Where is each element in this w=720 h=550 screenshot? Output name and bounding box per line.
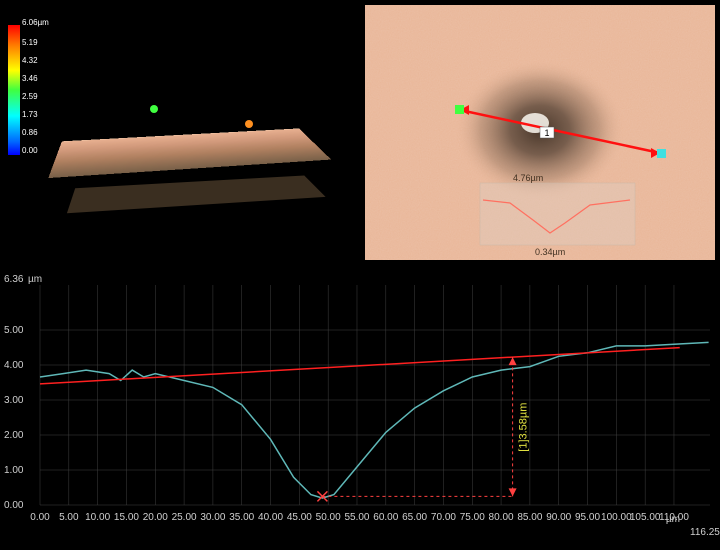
svg-text:0.00: 0.00 (30, 512, 50, 523)
panel-topdown-image[interactable]: 1 4.76µm 0.34µm (365, 5, 715, 260)
x-max-label: 116.25 (690, 527, 720, 538)
svg-text:55.00: 55.00 (344, 512, 369, 523)
reference-line[interactable] (40, 348, 680, 384)
svg-text:105.00: 105.00 (630, 512, 661, 523)
color-scale-bar (8, 25, 20, 155)
surface-base (67, 175, 326, 213)
y-tick: 4.00 (4, 360, 24, 371)
scale-tick: 0.86 (22, 128, 38, 137)
y-tick: 2.00 (4, 430, 24, 441)
scale-max-label: 6.06µm (22, 18, 49, 27)
center-label: 1 (544, 128, 549, 138)
svg-text:15.00: 15.00 (114, 512, 139, 523)
svg-text:65.00: 65.00 (402, 512, 427, 523)
svg-text:20.00: 20.00 (143, 512, 168, 523)
svg-text:10.00: 10.00 (85, 512, 110, 523)
svg-text:100.00: 100.00 (601, 512, 632, 523)
svg-text:35.00: 35.00 (229, 512, 254, 523)
surface-3d-render (60, 110, 320, 220)
x-axis-ticks: 0.00 5.00 10.00 15.00 20.00 25.0030.00 35.00 40… (30, 512, 689, 523)
svg-text:95.00: 95.00 (575, 512, 600, 523)
endpoint-marker-end[interactable] (657, 149, 666, 158)
scale-tick: 5.19 (22, 38, 38, 47)
svg-text:40.00: 40.00 (258, 512, 283, 523)
svg-text:90.00: 90.00 (546, 512, 571, 523)
root-container: 6.06µm 5.19 4.32 3.46 2.59 1.73 0.86 0.0… (0, 0, 720, 550)
svg-text:80.00: 80.00 (489, 512, 514, 523)
svg-text:70.00: 70.00 (431, 512, 456, 523)
scale-tick: 3.46 (22, 74, 38, 83)
svg-text:50.00: 50.00 (316, 512, 341, 523)
probe-marker-start[interactable] (150, 105, 158, 113)
scale-tick: 4.32 (22, 56, 38, 65)
endpoint-marker-start[interactable] (455, 105, 464, 114)
y-tick: 3.00 (4, 395, 24, 406)
svg-text:85.00: 85.00 (517, 512, 542, 523)
profile-curve (40, 342, 709, 498)
inset-top-label: 4.76µm (513, 173, 543, 183)
scale-tick: 1.73 (22, 110, 38, 119)
measurement-arrowhead-bottom (509, 488, 517, 496)
y-axis-ticks: 0.00 1.00 2.00 3.00 4.00 5.00 (4, 325, 24, 511)
inset-profile-box (480, 183, 635, 245)
y-tick: 0.00 (4, 500, 24, 511)
y-unit: µm (28, 274, 42, 285)
scale-tick: 2.59 (22, 92, 38, 101)
svg-text:5.00: 5.00 (59, 512, 79, 523)
svg-text:30.00: 30.00 (200, 512, 225, 523)
svg-text:60.00: 60.00 (373, 512, 398, 523)
panel-3d-surface[interactable]: 6.06µm 5.19 4.32 3.46 2.59 1.73 0.86 0.0… (0, 0, 360, 265)
svg-text:75.00: 75.00 (460, 512, 485, 523)
panel-profile-chart[interactable]: 6.36 µm 0.00 1.00 2.00 3.00 4.00 5.00 (0, 270, 720, 550)
measurement-arrowhead-top (509, 357, 517, 365)
svg-text:45.00: 45.00 (287, 512, 312, 523)
surface-plane (48, 128, 331, 178)
svg-text:25.00: 25.00 (172, 512, 197, 523)
y-max-label: 6.36 (4, 274, 24, 285)
grid-vertical (40, 285, 674, 505)
scale-tick: 0.00 (22, 146, 38, 155)
profile-chart-svg: 6.36 µm 0.00 1.00 2.00 3.00 4.00 5.00 (0, 270, 720, 550)
grid-horizontal (40, 330, 710, 505)
topdown-svg: 1 4.76µm 0.34µm (365, 5, 715, 260)
x-unit: µm (666, 514, 680, 525)
inset-bottom-label: 0.34µm (535, 247, 565, 257)
probe-marker-end[interactable] (245, 120, 253, 128)
y-tick: 5.00 (4, 325, 24, 336)
y-tick: 1.00 (4, 465, 24, 476)
measurement-label: [1]3.58µm (518, 403, 530, 452)
